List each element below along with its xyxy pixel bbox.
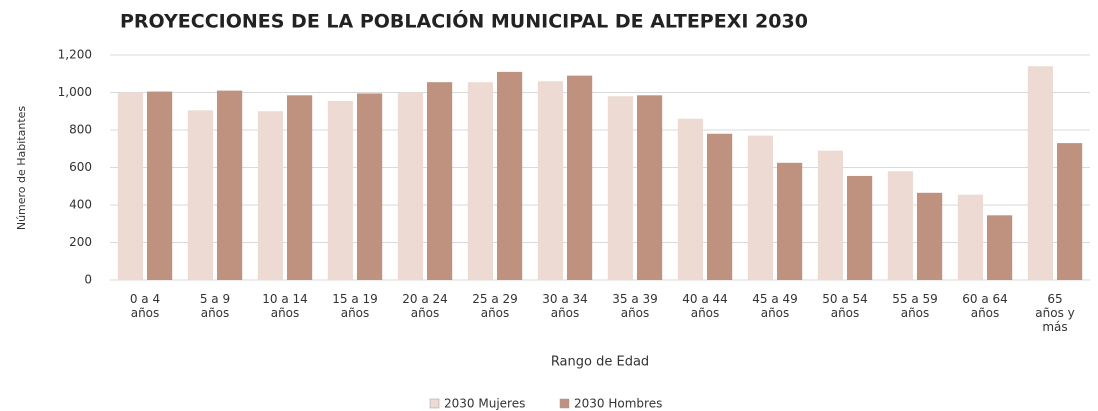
bar bbox=[567, 75, 593, 280]
x-tick-label: 25 a 29 años bbox=[472, 292, 518, 320]
bar bbox=[147, 91, 173, 280]
x-tick-label: 45 a 49 años bbox=[752, 292, 798, 320]
bar bbox=[607, 96, 633, 280]
chart-title: PROYECCIONES DE LA POBLACIÓN MUNICIPAL D… bbox=[120, 9, 808, 33]
bar bbox=[677, 118, 703, 280]
bar bbox=[1027, 66, 1053, 280]
y-tick-label: 600 bbox=[69, 160, 92, 174]
y-tick-label: 1,200 bbox=[58, 48, 92, 62]
bar bbox=[747, 135, 773, 280]
x-tick-label: 65 años y más bbox=[1035, 292, 1075, 334]
x-tick-label: 60 a 64 años bbox=[962, 292, 1008, 320]
bar bbox=[257, 111, 283, 280]
bar bbox=[217, 90, 243, 280]
bar bbox=[287, 95, 313, 280]
bar bbox=[397, 92, 423, 280]
x-tick-label: 55 a 59 años bbox=[892, 292, 938, 320]
legend-swatch bbox=[559, 398, 570, 409]
bar bbox=[957, 194, 983, 280]
bar bbox=[887, 171, 913, 280]
bar bbox=[537, 81, 563, 280]
bar bbox=[917, 192, 943, 280]
bar bbox=[427, 82, 453, 280]
bar bbox=[187, 110, 213, 280]
legend-label: 2030 Hombres bbox=[574, 397, 662, 411]
y-tick-label: 200 bbox=[69, 235, 92, 249]
bar bbox=[637, 95, 663, 280]
bar bbox=[117, 92, 143, 280]
legend-swatch bbox=[429, 398, 440, 409]
bar bbox=[497, 71, 523, 280]
bar bbox=[467, 82, 493, 280]
bar bbox=[987, 215, 1013, 280]
legend-label: 2030 Mujeres bbox=[444, 397, 525, 411]
bar bbox=[707, 133, 733, 280]
x-tick-label: 30 a 34 años bbox=[542, 292, 588, 320]
x-tick-label: 10 a 14 años bbox=[262, 292, 308, 320]
y-axis-label: Número de Habitantes bbox=[15, 106, 28, 231]
x-tick-label: 35 a 39 años bbox=[612, 292, 658, 320]
bar bbox=[327, 100, 353, 280]
bar bbox=[357, 93, 383, 280]
x-tick-label: 20 a 24 años bbox=[402, 292, 448, 320]
x-tick-label: 5 a 9 años bbox=[199, 292, 231, 320]
bar bbox=[1057, 143, 1083, 280]
y-tick-label: 1,000 bbox=[58, 85, 92, 99]
x-axis-label: Rango de Edad bbox=[551, 355, 649, 370]
y-tick-label: 800 bbox=[69, 123, 92, 137]
y-tick-label: 400 bbox=[69, 198, 92, 212]
x-tick-label: 0 a 4 años bbox=[129, 292, 161, 320]
y-tick-label: 0 bbox=[84, 273, 92, 287]
bar bbox=[777, 162, 803, 280]
bar bbox=[847, 175, 873, 280]
x-tick-label: 50 a 54 años bbox=[822, 292, 868, 320]
bar bbox=[817, 150, 843, 280]
x-tick-label: 40 a 44 años bbox=[682, 292, 728, 320]
x-tick-label: 15 a 19 años bbox=[332, 292, 378, 320]
